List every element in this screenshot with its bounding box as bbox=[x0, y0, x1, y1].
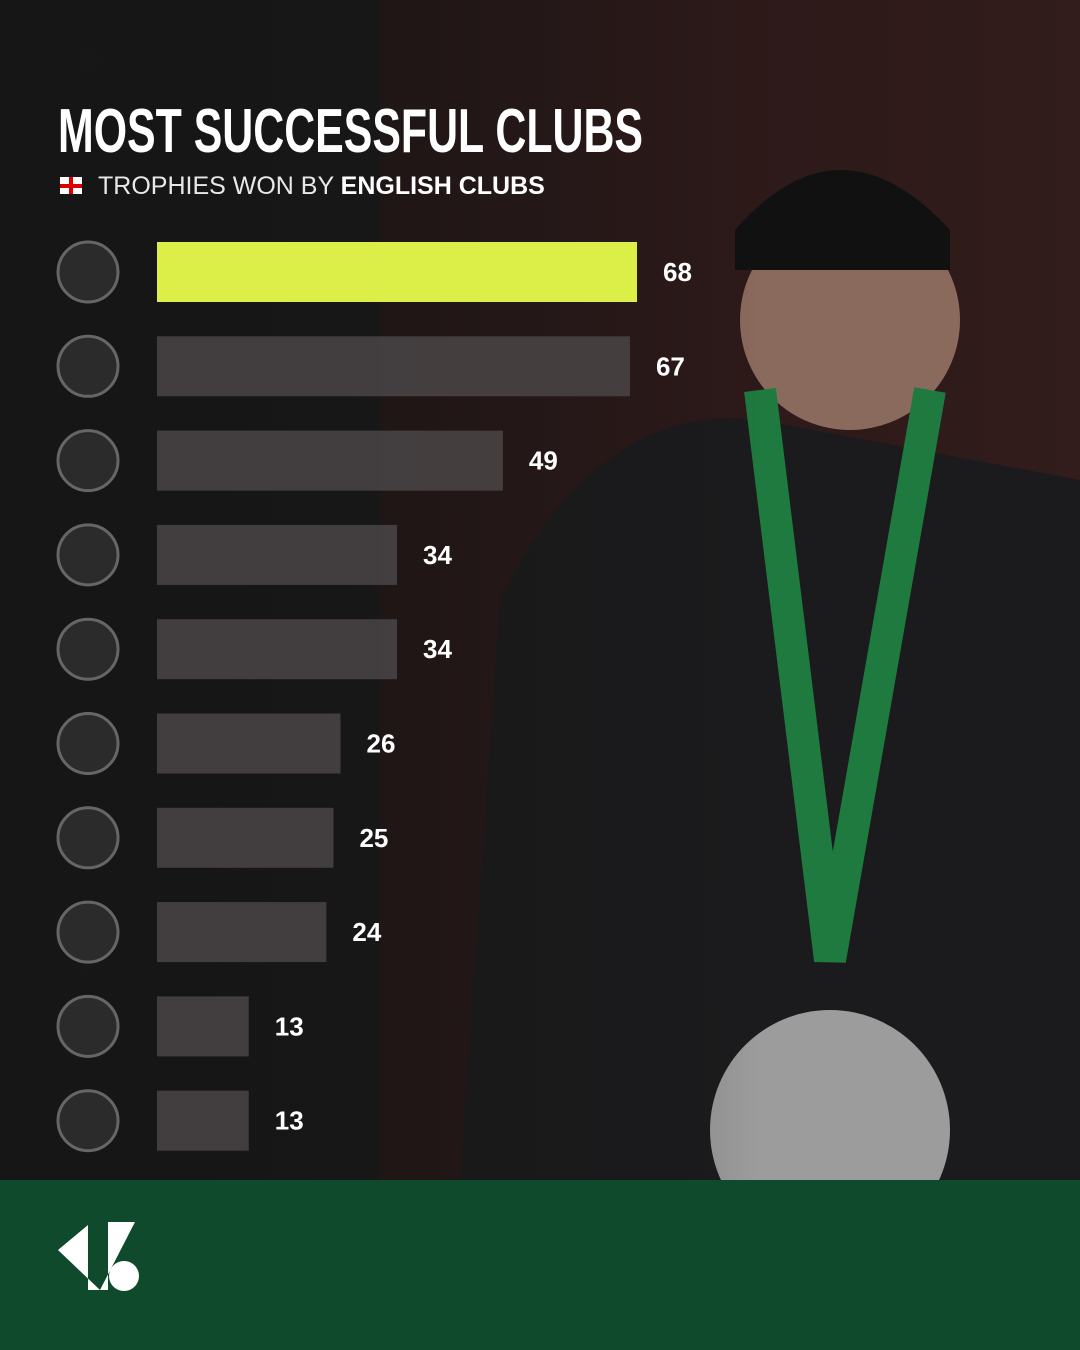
value-label: 49 bbox=[529, 446, 558, 476]
value-label: 25 bbox=[359, 823, 388, 853]
bar bbox=[157, 242, 637, 302]
bar bbox=[157, 336, 630, 397]
value-label: 13 bbox=[275, 1011, 304, 1041]
bar bbox=[157, 1090, 249, 1151]
bar bbox=[157, 430, 503, 491]
club-logo bbox=[56, 712, 120, 775]
subtitle-part: TROPHIES WON BY bbox=[98, 172, 334, 200]
value-label: 34 bbox=[423, 540, 452, 570]
bar bbox=[157, 996, 249, 1057]
value-label: 13 bbox=[275, 1106, 304, 1136]
club-logo bbox=[56, 994, 120, 1058]
chart-title: MOST SUCCESSFUL CLUBS bbox=[58, 97, 643, 166]
value-label: 68 bbox=[663, 257, 692, 287]
bars: 68 67 49 34 34 26 25 24 13 13 bbox=[56, 240, 692, 1153]
value-label: 24 bbox=[352, 917, 381, 947]
subtitle: TROPHIES WON BY ENGLISH CLUBS bbox=[98, 172, 545, 200]
club-logo bbox=[56, 429, 120, 493]
bar bbox=[157, 524, 397, 585]
club-logo bbox=[56, 617, 120, 681]
club-logo bbox=[56, 900, 120, 964]
flag bbox=[60, 177, 82, 194]
value-label: 26 bbox=[367, 729, 396, 759]
value-label: 67 bbox=[656, 351, 685, 381]
bar bbox=[157, 619, 397, 680]
club-logo bbox=[56, 240, 120, 304]
club-logo bbox=[56, 334, 120, 398]
bar bbox=[157, 902, 327, 963]
subtitle-emphasis: ENGLISH CLUBS bbox=[341, 172, 545, 200]
value-label: 34 bbox=[423, 634, 452, 664]
bar bbox=[157, 807, 334, 868]
club-logo bbox=[56, 523, 120, 587]
brand-logo bbox=[58, 1222, 139, 1291]
bar bbox=[157, 713, 341, 774]
club-logo bbox=[56, 806, 120, 870]
club-logo bbox=[56, 1089, 120, 1153]
